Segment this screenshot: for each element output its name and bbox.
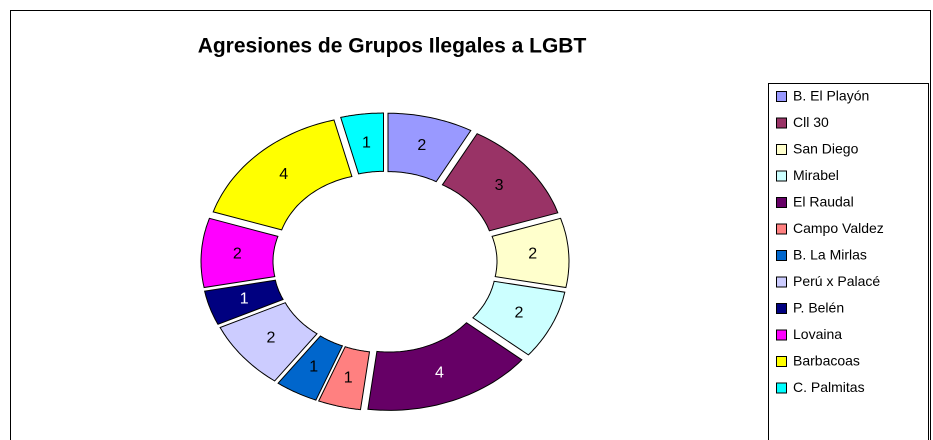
legend-label: El Raudal <box>793 194 854 210</box>
data-label: 2 <box>528 246 537 263</box>
data-label: 3 <box>495 177 504 194</box>
doughnut-segment <box>441 133 559 232</box>
legend-box <box>768 83 929 440</box>
legend-swatch <box>776 91 787 102</box>
data-label: 4 <box>435 365 444 382</box>
legend-swatch <box>776 276 787 288</box>
doughnut-segment <box>277 335 344 401</box>
doughnut-segment <box>219 302 318 382</box>
data-label: 2 <box>514 304 523 321</box>
legend-label: Barbacoas <box>793 353 860 369</box>
data-label: 2 <box>267 330 276 347</box>
legend-label: B. El Playón <box>793 88 869 104</box>
legend-swatch <box>776 356 787 367</box>
doughnut-segment <box>367 322 523 411</box>
data-label: 2 <box>233 246 242 263</box>
legend-label: Cll 30 <box>793 114 829 130</box>
doughnut-segment <box>203 279 284 325</box>
doughnut-segment <box>212 119 353 231</box>
data-label: 1 <box>240 290 249 307</box>
legend-label: B. La Mirlas <box>793 247 867 263</box>
legend-label: Perú x Palacé <box>793 273 880 289</box>
legend-label: C. Palmitas <box>793 379 865 395</box>
doughnut-segment <box>317 346 371 411</box>
legend-swatch <box>776 223 787 235</box>
legend-swatch <box>776 303 787 314</box>
legend-label: Campo Valdez <box>793 220 884 236</box>
legend-swatch <box>776 382 787 394</box>
legend-swatch <box>776 117 787 129</box>
legend-label: Mirabel <box>793 167 839 183</box>
data-label: 1 <box>309 358 318 375</box>
chart-title: Agresiones de Grupos Ilegales a LGBT <box>198 35 587 58</box>
doughnut-segment <box>472 280 566 356</box>
legend-swatch <box>776 170 787 182</box>
legend-label: San Diego <box>793 141 859 157</box>
legend-label: Lovaina <box>793 326 842 342</box>
doughnut-segment <box>340 112 384 175</box>
legend-label: P. Belén <box>793 300 844 316</box>
legend-swatch <box>776 197 787 208</box>
doughnut-segment <box>491 217 570 289</box>
legend-swatch <box>776 144 787 155</box>
data-label: 1 <box>344 369 353 386</box>
doughnut-segment <box>387 112 472 183</box>
data-label: 4 <box>279 166 288 183</box>
legend-swatch <box>776 250 787 261</box>
legend-swatch <box>776 329 787 341</box>
data-label: 2 <box>417 137 426 154</box>
data-label: 1 <box>362 134 371 151</box>
doughnut-segment <box>200 217 279 289</box>
